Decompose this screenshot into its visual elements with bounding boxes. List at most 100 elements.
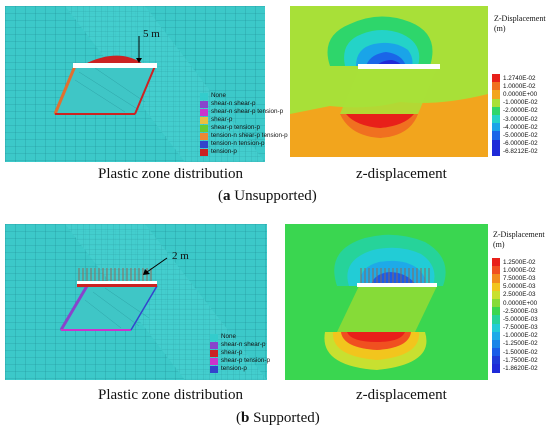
legend-swatch xyxy=(200,140,208,148)
colorbar-swatch xyxy=(492,74,500,83)
legend-item: shear-p tension-p xyxy=(210,357,270,365)
legend-item: None xyxy=(210,333,270,341)
colorbar-supported: 1.2500E-02 1.0000E-02 7.5000E-03 5.0000E-03… xyxy=(492,258,538,373)
colorbar-swatch xyxy=(492,290,500,299)
colorbar-tick-label: -3.0000E-02 xyxy=(503,115,538,123)
colorbar-tick-label: -6.8212E-02 xyxy=(503,148,538,156)
colorbar-swatch xyxy=(492,298,500,308)
colorbar-entry: -1.5000E-02 xyxy=(492,348,538,357)
legend-label: None xyxy=(221,333,237,340)
colorbar-swatch xyxy=(492,331,500,340)
colorbar-tick-label: 5.0000E-03 xyxy=(503,283,536,291)
colorbar-tick-label: -1.2500E-02 xyxy=(503,340,538,348)
legend-item: shear-n shear-p xyxy=(200,100,288,108)
legend-item: shear-p xyxy=(210,349,270,357)
legend-swatch xyxy=(200,100,208,108)
plastic-zone-unsupported-mesh xyxy=(5,6,265,162)
plastic-zone-caption-b: Plastic zone distribution xyxy=(98,387,243,403)
colorbar-tick-label: -1.0000E-02 xyxy=(503,332,538,340)
legend-label: shear-n shear-p xyxy=(211,100,256,107)
legend-item: shear-n shear-p xyxy=(210,341,270,349)
colorbar-title-line2: (m) xyxy=(493,240,505,249)
legend-item: tension-n shear-p tension-p xyxy=(200,132,288,140)
z-displacement-caption-a: z-displacement xyxy=(356,166,447,182)
legend-swatch xyxy=(200,132,208,140)
colorbar-swatch xyxy=(492,123,500,132)
colorbar-tick-label: 1.0000E-02 xyxy=(503,266,536,274)
colorbar-swatch xyxy=(492,282,500,291)
colorbar-tick-label: -7.5000E-03 xyxy=(503,324,538,332)
colorbar-tick-label: 0.0000E+00 xyxy=(503,90,538,98)
legend-label: shear-n shear-p tension-p xyxy=(211,108,284,115)
colorbar-tick-label: -1.8620E-02 xyxy=(503,365,538,373)
colorbar-title-line1: Z-Displacement xyxy=(494,14,546,23)
legend-label: tension-p xyxy=(211,148,237,155)
legend-swatch xyxy=(210,341,218,349)
colorbar-tick-label: 1.0000E-02 xyxy=(503,82,536,90)
colorbar-swatch xyxy=(492,323,500,332)
plastic-legend-supported: None shear-n shear-p shear-p shear-p tensio… xyxy=(210,333,270,373)
colorbar-swatch xyxy=(492,348,500,357)
colorbar-entry: 5.0000E-03 xyxy=(492,282,538,291)
colorbar-tick-label: -2.5000E-03 xyxy=(503,307,538,315)
colorbar-swatch xyxy=(492,106,500,115)
colorbar-entry: 1.2740E-02 xyxy=(492,74,538,83)
subfigure-letter-a: a xyxy=(223,188,231,204)
colorbar-tick-label: -1.5000E-02 xyxy=(503,348,538,356)
colorbar-swatch xyxy=(492,90,500,99)
colorbar-entry: -6.8212E-02 xyxy=(492,147,538,156)
colorbar-entry: -1.0000E-02 xyxy=(492,331,538,340)
colorbar-tick-label: 1.2740E-02 xyxy=(503,74,536,82)
subfigure-label-a: (a Unsupported) xyxy=(218,188,317,204)
colorbar-entry: 0.0000E+00 xyxy=(492,90,538,99)
subfigure-text-a: Unsupported xyxy=(230,188,312,204)
colorbar-entry: -1.8620E-02 xyxy=(492,364,538,373)
colorbar-tick-label: -5.0000E-03 xyxy=(503,315,538,323)
colorbar-tick-label: 0.0000E+00 xyxy=(503,299,538,307)
annotation-2m: 2 m xyxy=(172,250,189,262)
legend-label: tension-n tension-p xyxy=(211,140,265,147)
colorbar-swatch xyxy=(492,364,500,373)
colorbar-swatch xyxy=(492,82,500,91)
legend-item: shear-p tension-p xyxy=(200,124,288,132)
legend-item: tension-p xyxy=(210,365,270,373)
colorbar-entry: 7.5000E-03 xyxy=(492,274,538,283)
z-displacement-unsupported-figure xyxy=(290,6,488,157)
colorbar-entry: -2.5000E-03 xyxy=(492,307,538,316)
colorbar-entry: -5.0000E-02 xyxy=(492,131,538,140)
colorbar-title-line2: (m) xyxy=(494,24,506,33)
plastic-zone-supported-mesh xyxy=(5,224,267,380)
legend-label: shear-p tension-p xyxy=(221,357,271,364)
subfigure-text-b: Supported xyxy=(249,410,315,426)
legend-swatch xyxy=(200,116,208,124)
plastic-legend-unsupported: None shear-n shear-p shear-n shear-p tensi… xyxy=(200,92,288,156)
colorbar-swatch xyxy=(492,139,500,148)
subfigure-letter-b: b xyxy=(241,410,250,426)
colorbar-entry: -1.2500E-02 xyxy=(492,339,538,349)
legend-item: shear-n shear-p tension-p xyxy=(200,108,288,116)
legend-swatch xyxy=(210,365,218,373)
legend-swatch xyxy=(200,124,208,132)
colorbar-swatch xyxy=(492,114,500,124)
colorbar-entry: -5.0000E-03 xyxy=(492,315,538,324)
legend-swatch xyxy=(210,333,218,341)
legend-label: shear-p tension-p xyxy=(211,124,261,131)
colorbar-entry: -7.5000E-03 xyxy=(492,323,538,332)
colorbar-entry: 2.5000E-03 xyxy=(492,290,538,299)
colorbar-swatch xyxy=(492,307,500,316)
legend-item: None xyxy=(200,92,288,100)
colorbar-tick-label: -1.7500E-02 xyxy=(503,356,538,364)
colorbar-swatch xyxy=(492,131,500,140)
colorbar-entry: -3.0000E-02 xyxy=(492,114,538,124)
colorbar-tick-label: -5.0000E-02 xyxy=(503,131,538,139)
legend-item: shear-p xyxy=(200,116,288,124)
plastic-zone-unsupported-figure xyxy=(5,6,265,162)
colorbar-swatch xyxy=(492,266,500,275)
colorbar-title-supported: Z-Displacement (m) xyxy=(493,230,545,250)
legend-item: tension-n tension-p xyxy=(200,140,288,148)
colorbar-title-unsupported: Z-Displacement (m) xyxy=(494,14,546,34)
colorbar-swatch xyxy=(492,258,500,267)
colorbar-title-line1: Z-Displacement xyxy=(493,230,545,239)
legend-label: shear-n shear-p xyxy=(221,341,266,348)
colorbar-swatch xyxy=(492,147,500,156)
